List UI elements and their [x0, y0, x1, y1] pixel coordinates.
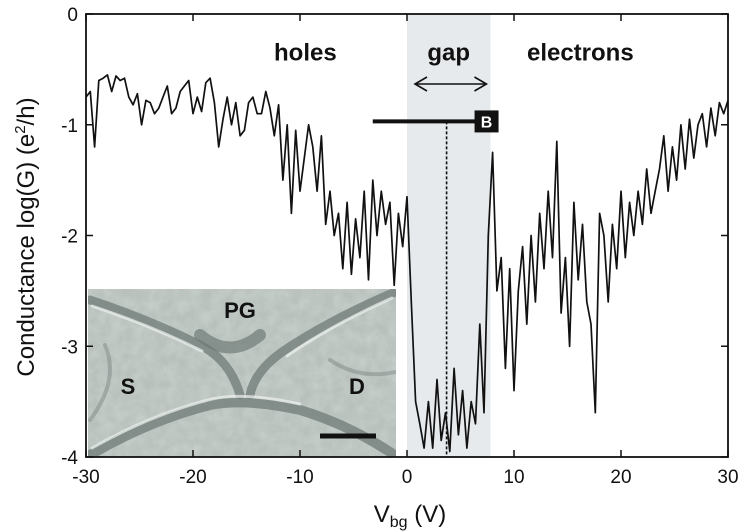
x-axis-label: Vbg (V) — [374, 501, 446, 531]
x-tick-label: 20 — [610, 467, 631, 488]
region-label-holes: holes — [274, 40, 337, 67]
region-label-gap: gap — [427, 40, 470, 67]
y-tick-label: -4 — [61, 448, 78, 469]
gap-arrow — [413, 76, 489, 92]
bar-label: B — [481, 114, 493, 131]
y-tick-label: -1 — [61, 116, 78, 137]
x-tick-label: 0 — [402, 467, 413, 488]
inset-label-d: D — [349, 374, 365, 399]
y-axis-label: Conductance log(G) (e2/h) — [12, 97, 40, 376]
y-tick-label: -2 — [61, 227, 78, 248]
axis-ticks: -30 -20 -10 0 10 20 30 0 -1 -2 -3 -4 — [61, 5, 738, 488]
inset-label-pg: PG — [224, 298, 256, 323]
region-label-electrons: electrons — [527, 40, 634, 67]
x-tick-label: 10 — [503, 467, 524, 488]
y-tick-label: -3 — [61, 337, 78, 358]
inset-label-s: S — [121, 374, 136, 399]
x-tick-label: -20 — [179, 467, 206, 488]
x-tick-label: -30 — [72, 467, 99, 488]
y-tick-label: 0 — [67, 5, 78, 26]
x-tick-label: 30 — [717, 467, 738, 488]
inset-micrograph: PG S D — [88, 289, 396, 457]
conductance-series-line — [85, 74, 729, 453]
x-tick-label: -10 — [286, 467, 313, 488]
bar-label-box — [474, 110, 499, 133]
